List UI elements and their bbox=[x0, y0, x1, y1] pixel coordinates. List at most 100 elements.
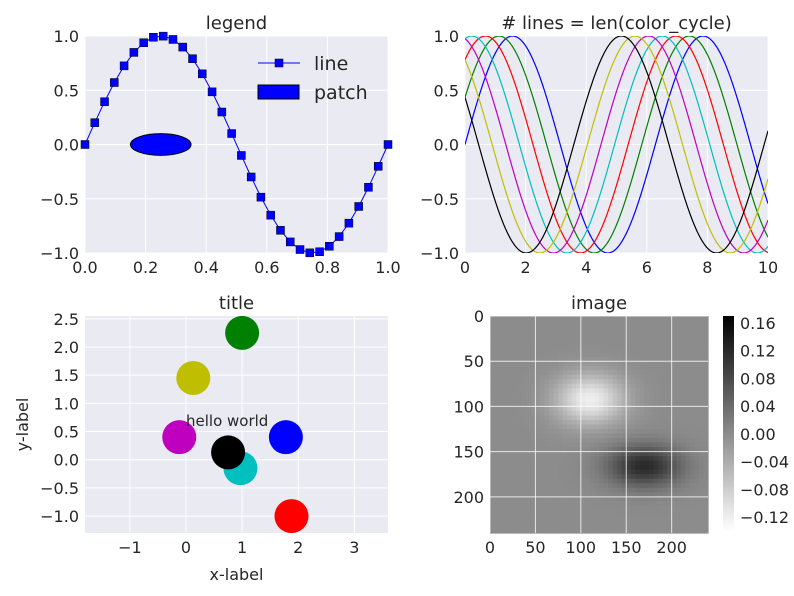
colorbar bbox=[723, 316, 734, 531]
image-cell bbox=[599, 456, 605, 462]
image-cell bbox=[567, 338, 573, 344]
image-cell bbox=[612, 438, 618, 444]
image-cell bbox=[612, 338, 618, 344]
image-cell bbox=[703, 374, 709, 380]
image-cell bbox=[698, 410, 705, 417]
image-cell bbox=[662, 523, 668, 530]
image-cell bbox=[635, 383, 641, 389]
image-cell bbox=[648, 352, 655, 358]
image-cell bbox=[630, 370, 636, 376]
image-cell bbox=[594, 523, 600, 530]
image-cell bbox=[594, 406, 600, 412]
image-cell bbox=[521, 442, 527, 448]
image-cell bbox=[585, 383, 591, 389]
image-cell bbox=[630, 438, 636, 444]
image-cell bbox=[689, 523, 695, 530]
image-cell bbox=[703, 447, 709, 453]
image-cell bbox=[648, 465, 655, 471]
image-cell bbox=[521, 365, 527, 371]
image-cell bbox=[676, 478, 682, 484]
image-cell bbox=[521, 415, 527, 421]
image-cell bbox=[512, 442, 518, 448]
image-cell bbox=[512, 438, 518, 444]
image-cell bbox=[503, 469, 509, 475]
image-cell bbox=[571, 465, 577, 471]
image-cell bbox=[576, 460, 582, 466]
image-cell bbox=[576, 320, 582, 326]
image-cell bbox=[490, 334, 496, 340]
image-cell bbox=[653, 469, 659, 475]
image-cell bbox=[685, 474, 691, 480]
image-cell bbox=[680, 519, 686, 525]
scatter-point bbox=[162, 420, 197, 455]
image-cell bbox=[630, 456, 636, 462]
image-cell bbox=[585, 528, 591, 534]
image-cell bbox=[589, 514, 596, 521]
image-cell bbox=[571, 392, 577, 398]
image-cell bbox=[621, 365, 627, 371]
image-cell bbox=[594, 370, 600, 376]
image-cell bbox=[508, 474, 514, 480]
image-cell bbox=[553, 325, 559, 331]
image-cell bbox=[617, 365, 623, 371]
image-cell bbox=[689, 415, 695, 421]
image-cell bbox=[603, 514, 609, 521]
image-cell bbox=[680, 523, 686, 530]
image-cell bbox=[521, 329, 527, 335]
image-cell bbox=[508, 365, 514, 371]
image-cell bbox=[658, 316, 664, 322]
image-cell bbox=[698, 388, 705, 394]
image-cell bbox=[608, 483, 614, 489]
image-cell bbox=[667, 379, 673, 385]
image-cell bbox=[535, 442, 541, 448]
image-cell bbox=[685, 483, 691, 489]
image-cell bbox=[571, 460, 577, 466]
image-cell bbox=[490, 451, 496, 457]
image-cell bbox=[667, 370, 673, 376]
image-cell bbox=[589, 406, 596, 412]
image-cell bbox=[667, 447, 673, 453]
image-cell bbox=[635, 474, 641, 480]
image-cell bbox=[662, 447, 668, 453]
image-cell bbox=[503, 392, 509, 398]
image-cell bbox=[594, 465, 600, 471]
image-cell bbox=[685, 501, 691, 507]
image-cell bbox=[571, 519, 577, 525]
image-cell bbox=[676, 383, 682, 389]
image-cell bbox=[549, 505, 555, 511]
image-cell bbox=[535, 469, 541, 475]
image-cell bbox=[530, 474, 537, 480]
image-cell bbox=[671, 379, 677, 385]
image-cell bbox=[658, 505, 664, 511]
image-cell bbox=[571, 320, 577, 326]
image-cell bbox=[539, 343, 546, 349]
image-cell bbox=[521, 401, 527, 408]
image-cell bbox=[653, 460, 659, 466]
y-tick-label: 0.0 bbox=[434, 136, 459, 155]
x-tick-label: 6 bbox=[642, 258, 652, 277]
image-cell bbox=[667, 451, 673, 457]
image-cell bbox=[558, 424, 564, 430]
image-cell bbox=[658, 388, 664, 394]
image-cell bbox=[621, 438, 627, 444]
image-cell bbox=[576, 356, 582, 362]
image-cell bbox=[549, 460, 555, 466]
image-cell bbox=[517, 356, 523, 362]
image-cell bbox=[658, 451, 664, 457]
image-cell bbox=[676, 401, 682, 408]
image-cell bbox=[662, 429, 668, 435]
image-cell bbox=[530, 496, 537, 502]
image-cell bbox=[567, 383, 573, 389]
image-cell bbox=[639, 429, 646, 435]
image-cell bbox=[662, 460, 668, 466]
image-cell bbox=[517, 361, 523, 367]
image-cell bbox=[658, 456, 664, 462]
image-cell bbox=[703, 325, 709, 331]
image-cell bbox=[662, 320, 668, 326]
image-cell bbox=[576, 415, 582, 421]
image-cell bbox=[585, 505, 591, 511]
image-cell bbox=[535, 496, 541, 502]
image-cell bbox=[653, 316, 659, 322]
image-cell bbox=[662, 510, 668, 516]
